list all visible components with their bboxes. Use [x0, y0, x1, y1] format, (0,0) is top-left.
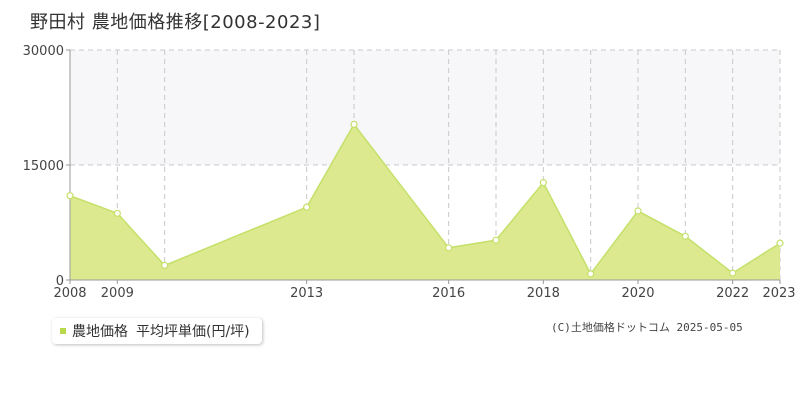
legend-series-label: 農地価格	[72, 324, 128, 340]
x-tick-label: 2023	[762, 286, 795, 301]
x-tick-label: 2009	[101, 286, 134, 301]
data-point	[539, 179, 547, 187]
y-tick-label: 15000	[23, 159, 64, 174]
data-point	[445, 244, 453, 252]
data-point	[492, 236, 500, 244]
x-tick-label: 2018	[527, 286, 560, 301]
x-tick-label: 2022	[716, 286, 749, 301]
legend-swatch	[60, 328, 66, 334]
y-tick-label: 30000	[23, 44, 64, 59]
place-name: 野田村	[30, 12, 86, 33]
x-tick-label: 2008	[53, 286, 86, 301]
series-area	[70, 124, 780, 280]
x-tick-label: 2016	[432, 286, 465, 301]
x-tick-label: 2020	[621, 286, 654, 301]
data-point	[776, 239, 784, 247]
chart-title-text: 農地価格推移[2008-2023]	[91, 12, 321, 33]
x-tick-label: 2013	[290, 286, 323, 301]
plot-background-band	[70, 50, 780, 165]
copyright-credit: (C)土地価格ドットコム 2025-05-05	[551, 321, 743, 334]
data-point	[634, 207, 642, 215]
data-point	[350, 120, 358, 128]
y-tick-label: 0	[56, 274, 64, 289]
data-point	[66, 192, 74, 200]
chart-title: 野田村 農地価格推移[2008-2023]	[30, 8, 320, 34]
data-point	[113, 209, 121, 217]
data-point	[161, 261, 169, 270]
data-point	[729, 269, 737, 277]
chart-legend: 農地価格 平均坪単価(円/坪)	[52, 318, 262, 344]
legend-unit-label: 平均坪単価(円/坪)	[136, 324, 250, 340]
area-chart: 0 15000 30000 2008 2009 2013 2016 2018 2020 2022 2…	[23, 44, 796, 301]
data-point	[681, 232, 689, 240]
data-point	[303, 203, 311, 211]
data-point	[587, 270, 595, 278]
